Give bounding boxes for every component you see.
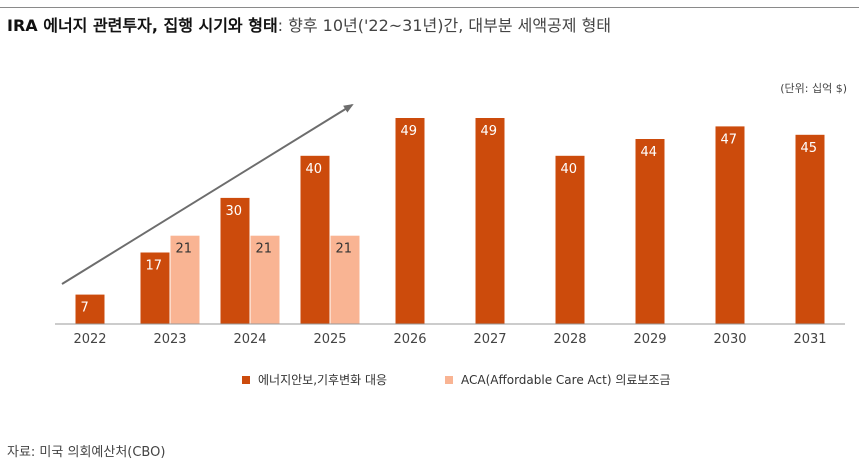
unit-label: (단위: 십억 $) [780,82,847,95]
x-tick-label-2025: 2025 [313,332,346,347]
bar-value-label-aca-2025: 21 [336,242,353,257]
x-tick-label-2027: 2027 [473,332,506,347]
bar-aca-2024 [250,235,280,324]
bar-value-label-aca-2023: 21 [176,242,193,257]
bar-value-label-energy-2022: 7 [81,301,89,316]
x-tick-label-2030: 2030 [713,332,746,347]
legend-label-energy: 에너지안보,기후변화 대응 [258,373,388,387]
bar-energy-2024 [220,197,250,324]
bar-energy-2030 [715,126,745,325]
bars-group: 7 17 21 30 21 40 21 49 49 40 44 47 45 [75,118,825,325]
x-tick-label-2031: 2031 [793,332,826,347]
bar-value-label-energy-2030: 47 [721,132,738,147]
bar-value-label-energy-2024: 30 [226,204,243,219]
legend-item-energy: 에너지안보,기후변화 대응 [242,371,387,388]
bar-value-label-energy-2027: 49 [481,124,498,139]
chart-title-bold: IRA 에너지 관련투자, 집행 시기와 형태 [7,16,278,35]
bar-value-label-aca-2024: 21 [256,242,273,257]
bar-energy-2023 [140,252,170,324]
chart-title-rest: : 향후 10년('22~31년)간, 대부분 세액공제 형태 [277,16,612,35]
legend-item-aca: ACA(Affordable Care Act) 의료보조금 [445,371,671,388]
x-tick-label-2024: 2024 [233,332,266,347]
bar-energy-2026 [395,118,425,324]
x-tick-labels: 2022 2023 2024 2025 2026 2027 2028 2029 2030 2031 [73,332,826,347]
x-tick-label-2023: 2023 [153,332,186,347]
legend-swatch-aca [445,375,453,384]
bar-value-label-energy-2026: 49 [401,124,418,139]
x-tick-label-2022: 2022 [73,332,106,347]
bar-value-label-energy-2029: 44 [641,145,658,160]
bar-value-label-energy-2028: 40 [561,162,578,177]
bar-value-label-energy-2025: 40 [306,162,323,177]
x-tick-label-2028: 2028 [553,332,586,347]
source-note: 자료: 미국 의회예산처(CBO) [7,445,166,460]
top-rule [0,7,859,8]
bar-energy-2022 [75,294,105,324]
bar-value-label-energy-2023: 17 [146,259,163,274]
legend-swatch-energy [242,375,250,384]
x-tick-label-2029: 2029 [633,332,666,347]
bar-value-label-energy-2031: 45 [801,141,818,156]
bar-energy-2027 [475,118,505,324]
bar-energy-2031 [795,134,825,324]
bar-aca-2023 [170,235,200,324]
trend-arrow [61,103,354,285]
x-tick-label-2026: 2026 [393,332,426,347]
bar-energy-2028 [555,155,585,324]
chart-title: IRA 에너지 관련투자, 집행 시기와 형태: 향후 10년('22~31년)… [7,15,611,37]
bar-aca-2025 [330,235,360,324]
bar-energy-2025 [300,155,330,324]
legend-label-aca: ACA(Affordable Care Act) 의료보조금 [461,373,671,387]
bar-energy-2029 [635,139,665,324]
